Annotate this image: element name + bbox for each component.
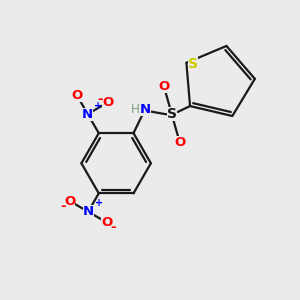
- Text: O: O: [101, 216, 112, 229]
- Text: O: O: [174, 136, 185, 149]
- Text: S: S: [188, 57, 198, 71]
- Text: -: -: [110, 221, 116, 234]
- Text: O: O: [158, 80, 169, 92]
- Text: H: H: [131, 103, 140, 116]
- Text: -: -: [97, 93, 103, 106]
- Text: N: N: [82, 205, 94, 218]
- Text: N: N: [140, 103, 151, 116]
- Text: O: O: [103, 96, 114, 109]
- Text: O: O: [64, 195, 75, 208]
- Text: O: O: [71, 89, 83, 102]
- Text: S: S: [167, 107, 177, 121]
- Text: N: N: [82, 107, 93, 121]
- Text: -: -: [61, 200, 66, 213]
- Text: +: +: [94, 198, 103, 208]
- Text: +: +: [94, 100, 102, 110]
